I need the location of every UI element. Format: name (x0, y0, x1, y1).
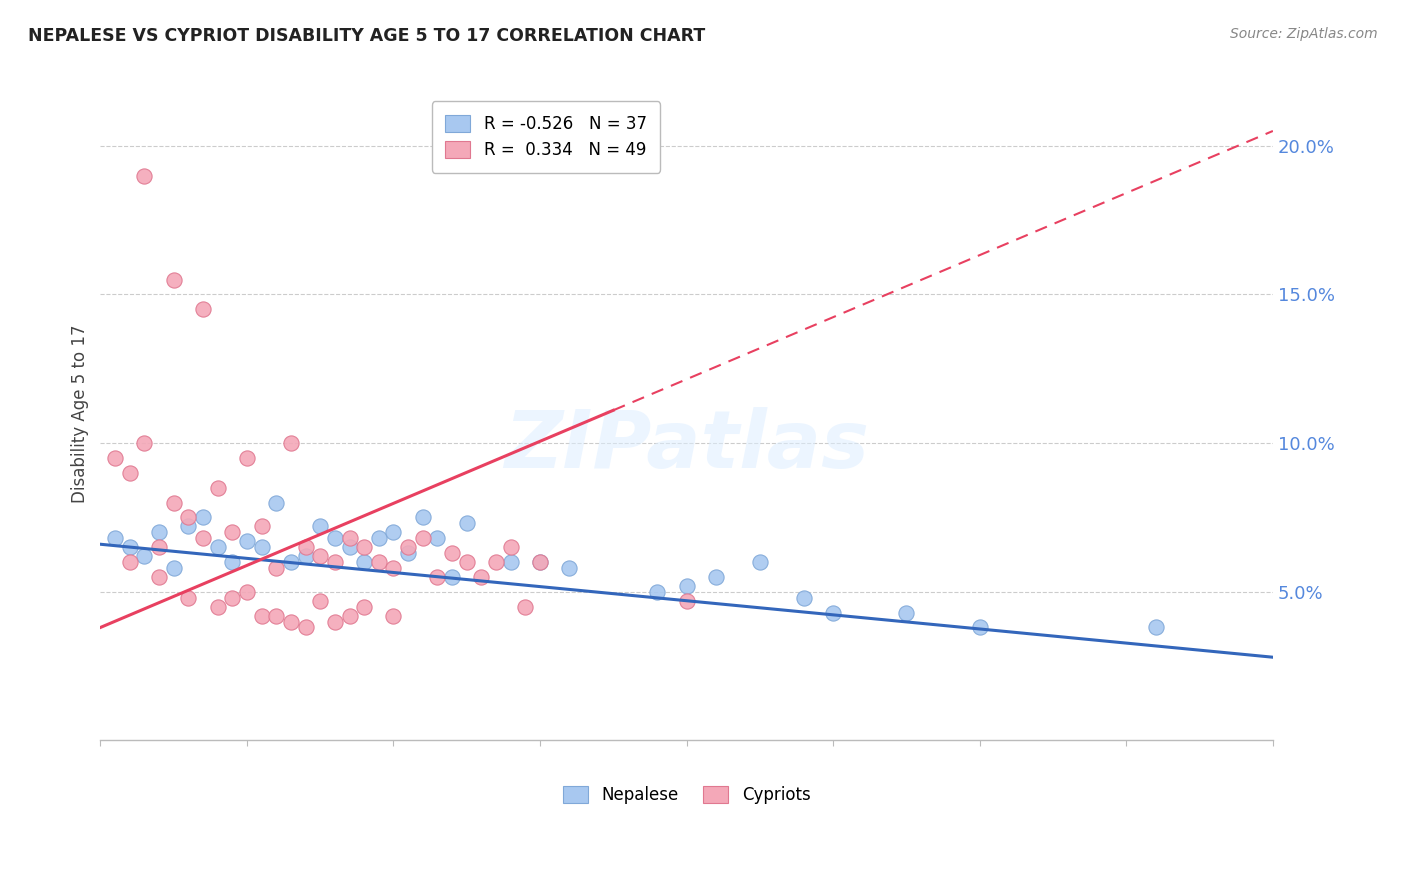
Point (748, 555, 770, 569)
Point (412, 531, 434, 545)
Point (236, 584, 259, 599)
Point (162, 561, 184, 575)
Point (148, 570, 170, 584)
Point (323, 531, 346, 545)
Point (529, 555, 551, 569)
Point (456, 555, 478, 569)
Point (177, 510, 200, 524)
Point (148, 525, 170, 540)
Point (118, 540, 141, 554)
Point (396, 540, 419, 554)
Point (412, 510, 434, 524)
Point (339, 608, 361, 623)
Point (647, 584, 669, 599)
Point (191, 531, 214, 545)
Point (162, 495, 184, 509)
Y-axis label: Disability Age 5 to 17: Disability Age 5 to 17 (72, 324, 89, 503)
Legend: Nepalese, Cypriots: Nepalese, Cypriots (557, 779, 817, 811)
Point (367, 555, 389, 569)
Point (675, 579, 697, 593)
Point (793, 591, 815, 605)
Point (104, 450, 127, 465)
Point (221, 555, 243, 569)
Point (207, 540, 229, 554)
Point (191, 302, 214, 317)
Point (280, 615, 302, 629)
Point (191, 510, 214, 524)
Point (456, 516, 478, 531)
Point (294, 620, 316, 634)
Point (294, 549, 316, 563)
Point (499, 555, 522, 569)
Text: NEPALESE VS CYPRIOT DISABILITY AGE 5 TO 17 CORRELATION CHART: NEPALESE VS CYPRIOT DISABILITY AGE 5 TO … (28, 27, 706, 45)
Point (367, 531, 389, 545)
Point (426, 570, 449, 584)
Point (515, 599, 537, 614)
Point (969, 620, 991, 634)
Point (118, 466, 141, 480)
Point (134, 549, 156, 563)
Point (118, 555, 141, 569)
Point (470, 570, 492, 584)
Point (353, 555, 375, 569)
Point (823, 606, 845, 620)
Point (441, 546, 464, 560)
Point (207, 599, 229, 614)
Point (339, 531, 361, 545)
Point (250, 540, 273, 554)
Point (250, 519, 273, 533)
Text: Source: ZipAtlas.com: Source: ZipAtlas.com (1230, 27, 1378, 41)
Point (250, 608, 273, 623)
Point (177, 519, 200, 533)
Point (396, 546, 419, 560)
Point (221, 591, 243, 605)
Point (104, 531, 127, 545)
Point (382, 561, 405, 575)
Point (382, 608, 405, 623)
Point (675, 593, 697, 607)
Point (236, 534, 259, 549)
Point (134, 436, 156, 450)
Point (339, 540, 361, 554)
Point (177, 591, 200, 605)
Point (294, 540, 316, 554)
Point (148, 540, 170, 554)
Point (280, 436, 302, 450)
Point (896, 606, 918, 620)
Point (264, 608, 287, 623)
Point (1144, 620, 1167, 634)
Point (221, 525, 243, 540)
Point (485, 555, 508, 569)
Point (162, 272, 184, 286)
Point (236, 450, 259, 465)
Point (382, 525, 405, 540)
Point (207, 481, 229, 495)
Point (264, 495, 287, 509)
Point (323, 555, 346, 569)
Point (426, 531, 449, 545)
Point (280, 555, 302, 569)
Point (309, 549, 332, 563)
Point (529, 555, 551, 569)
Point (264, 561, 287, 575)
Point (353, 540, 375, 554)
Point (309, 593, 332, 607)
Point (353, 599, 375, 614)
Point (323, 615, 346, 629)
Text: ZIPatlas: ZIPatlas (505, 407, 869, 485)
Point (309, 519, 332, 533)
Point (499, 540, 522, 554)
Point (704, 570, 727, 584)
Point (134, 169, 156, 183)
Point (441, 570, 464, 584)
Point (558, 561, 581, 575)
